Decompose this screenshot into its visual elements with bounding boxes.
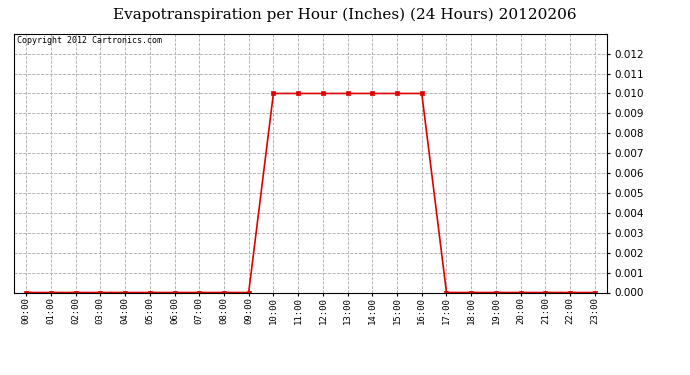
Text: Evapotranspiration per Hour (Inches) (24 Hours) 20120206: Evapotranspiration per Hour (Inches) (24…	[113, 8, 577, 22]
Text: Copyright 2012 Cartronics.com: Copyright 2012 Cartronics.com	[17, 36, 161, 45]
